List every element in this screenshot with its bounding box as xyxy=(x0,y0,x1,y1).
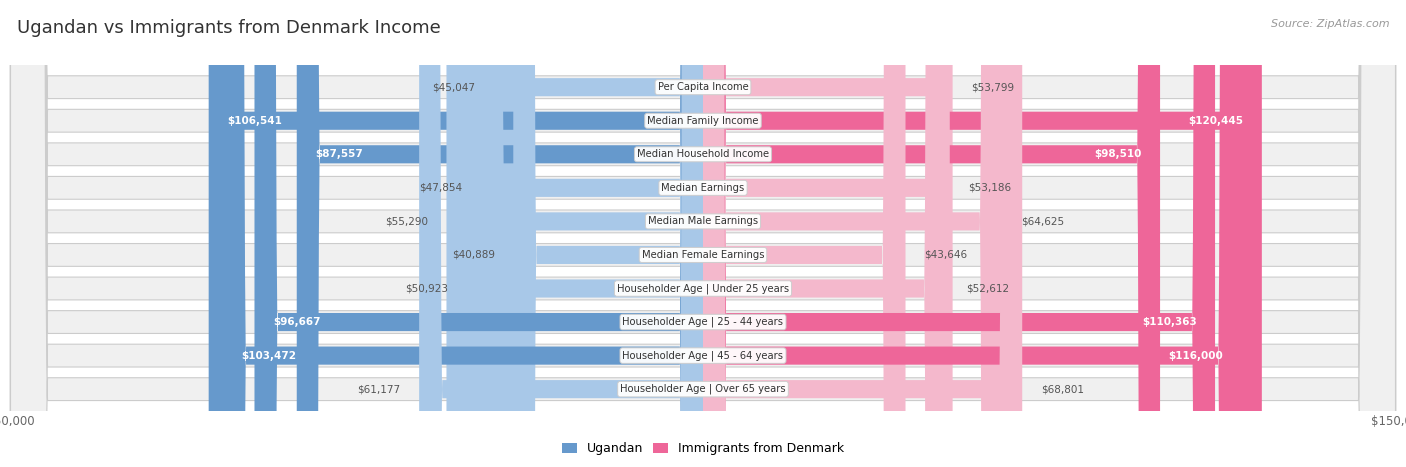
Text: Median Female Earnings: Median Female Earnings xyxy=(641,250,765,260)
FancyBboxPatch shape xyxy=(10,0,1396,467)
Text: Householder Age | Over 65 years: Householder Age | Over 65 years xyxy=(620,384,786,395)
Text: $64,625: $64,625 xyxy=(1021,216,1064,226)
FancyBboxPatch shape xyxy=(208,0,703,467)
Text: Median Household Income: Median Household Income xyxy=(637,149,769,159)
Text: $45,047: $45,047 xyxy=(433,82,475,92)
FancyBboxPatch shape xyxy=(703,0,1160,467)
FancyBboxPatch shape xyxy=(481,0,703,467)
Text: Householder Age | Under 25 years: Householder Age | Under 25 years xyxy=(617,283,789,294)
FancyBboxPatch shape xyxy=(703,0,1241,467)
Text: $98,510: $98,510 xyxy=(1094,149,1142,159)
Text: $87,557: $87,557 xyxy=(315,149,363,159)
FancyBboxPatch shape xyxy=(10,0,1396,467)
Text: Source: ZipAtlas.com: Source: ZipAtlas.com xyxy=(1271,19,1389,28)
FancyBboxPatch shape xyxy=(494,0,703,467)
Text: $96,667: $96,667 xyxy=(273,317,321,327)
FancyBboxPatch shape xyxy=(703,0,953,467)
FancyBboxPatch shape xyxy=(703,0,1002,467)
FancyBboxPatch shape xyxy=(10,0,1396,467)
Text: $120,445: $120,445 xyxy=(1188,116,1243,126)
FancyBboxPatch shape xyxy=(703,0,1022,467)
FancyBboxPatch shape xyxy=(703,0,1215,467)
FancyBboxPatch shape xyxy=(703,0,905,467)
Text: $110,363: $110,363 xyxy=(1142,317,1197,327)
Text: Median Earnings: Median Earnings xyxy=(661,183,745,193)
Text: $47,854: $47,854 xyxy=(419,183,463,193)
FancyBboxPatch shape xyxy=(10,0,1396,467)
FancyBboxPatch shape xyxy=(10,0,1396,467)
FancyBboxPatch shape xyxy=(447,0,703,467)
FancyBboxPatch shape xyxy=(10,0,1396,467)
Text: $68,801: $68,801 xyxy=(1040,384,1084,394)
FancyBboxPatch shape xyxy=(10,0,1396,467)
Text: $116,000: $116,000 xyxy=(1168,351,1223,361)
FancyBboxPatch shape xyxy=(703,0,1261,467)
Text: $106,541: $106,541 xyxy=(228,116,283,126)
Text: $52,612: $52,612 xyxy=(966,283,1008,293)
Text: Householder Age | 25 - 44 years: Householder Age | 25 - 44 years xyxy=(623,317,783,327)
FancyBboxPatch shape xyxy=(224,0,703,467)
FancyBboxPatch shape xyxy=(513,0,703,467)
Text: $50,923: $50,923 xyxy=(405,283,449,293)
Text: $61,177: $61,177 xyxy=(357,384,401,394)
FancyBboxPatch shape xyxy=(254,0,703,467)
Legend: Ugandan, Immigrants from Denmark: Ugandan, Immigrants from Denmark xyxy=(557,437,849,460)
FancyBboxPatch shape xyxy=(703,0,948,467)
Text: $103,472: $103,472 xyxy=(242,351,297,361)
Text: $40,889: $40,889 xyxy=(451,250,495,260)
FancyBboxPatch shape xyxy=(467,0,703,467)
FancyBboxPatch shape xyxy=(703,0,950,467)
FancyBboxPatch shape xyxy=(419,0,703,467)
FancyBboxPatch shape xyxy=(10,0,1396,467)
Text: Ugandan vs Immigrants from Denmark Income: Ugandan vs Immigrants from Denmark Incom… xyxy=(17,19,440,37)
Text: Median Family Income: Median Family Income xyxy=(647,116,759,126)
Text: Median Male Earnings: Median Male Earnings xyxy=(648,216,758,226)
Text: $53,186: $53,186 xyxy=(969,183,1011,193)
Text: Per Capita Income: Per Capita Income xyxy=(658,82,748,92)
Text: $43,646: $43,646 xyxy=(924,250,967,260)
FancyBboxPatch shape xyxy=(10,0,1396,467)
Text: $55,290: $55,290 xyxy=(385,216,427,226)
Text: Householder Age | 45 - 64 years: Householder Age | 45 - 64 years xyxy=(623,350,783,361)
FancyBboxPatch shape xyxy=(10,0,1396,467)
Text: $53,799: $53,799 xyxy=(972,82,1014,92)
FancyBboxPatch shape xyxy=(297,0,703,467)
